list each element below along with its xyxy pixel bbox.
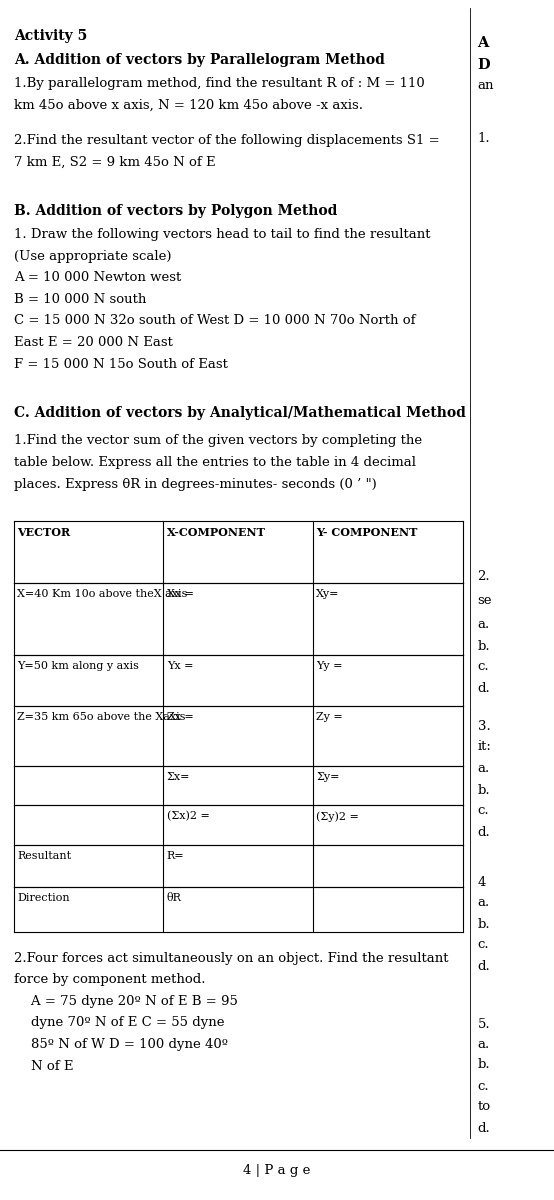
Text: 3.: 3. bbox=[478, 720, 490, 733]
Text: Σx=: Σx= bbox=[167, 772, 190, 781]
Text: Z=35 km 65o above the Xaxis: Z=35 km 65o above the Xaxis bbox=[17, 712, 186, 721]
Text: 1.Find the vector sum of the given vectors by completing the: 1.Find the vector sum of the given vecto… bbox=[14, 434, 422, 448]
Text: A = 10 000 Newton west: A = 10 000 Newton west bbox=[14, 271, 181, 284]
Text: East E = 20 000 N East: East E = 20 000 N East bbox=[14, 336, 173, 349]
Text: b.: b. bbox=[478, 640, 490, 653]
Text: F = 15 000 N 15o South of East: F = 15 000 N 15o South of East bbox=[14, 358, 228, 371]
Text: Resultant: Resultant bbox=[17, 851, 71, 860]
Text: b.: b. bbox=[478, 1058, 490, 1072]
Text: 2.Four forces act simultaneously on an object. Find the resultant: 2.Four forces act simultaneously on an o… bbox=[14, 952, 448, 965]
Text: (Use appropriate scale): (Use appropriate scale) bbox=[14, 250, 171, 263]
Text: 4: 4 bbox=[478, 876, 486, 889]
Text: an: an bbox=[478, 79, 494, 92]
Text: km 45o above x axis, N = 120 km 45o above -x axis.: km 45o above x axis, N = 120 km 45o abov… bbox=[14, 98, 363, 112]
Text: table below. Express all the entries to the table in 4 decimal: table below. Express all the entries to … bbox=[14, 456, 416, 469]
Text: A = 75 dyne 20º N of E B = 95: A = 75 dyne 20º N of E B = 95 bbox=[14, 995, 238, 1008]
Text: Xy=: Xy= bbox=[316, 589, 340, 599]
Text: Direction: Direction bbox=[17, 893, 70, 902]
Text: θR: θR bbox=[167, 893, 182, 902]
Text: 2.Find the resultant vector of the following displacements S1 =: 2.Find the resultant vector of the follo… bbox=[14, 134, 439, 148]
Text: 4 | P a g e: 4 | P a g e bbox=[243, 1164, 311, 1177]
Text: 5.: 5. bbox=[478, 1018, 490, 1031]
Text: Yy =: Yy = bbox=[316, 661, 343, 671]
Text: it:: it: bbox=[478, 740, 491, 754]
Text: c.: c. bbox=[478, 660, 489, 673]
Text: 2.: 2. bbox=[478, 570, 490, 583]
Text: X-COMPONENT: X-COMPONENT bbox=[167, 527, 265, 538]
Text: a.: a. bbox=[478, 618, 490, 631]
Text: d.: d. bbox=[478, 1122, 490, 1135]
Text: 85º N of W D = 100 dyne 40º: 85º N of W D = 100 dyne 40º bbox=[14, 1038, 228, 1051]
Text: Zy =: Zy = bbox=[316, 712, 343, 721]
Text: a.: a. bbox=[478, 896, 490, 910]
Text: dyne 70º N of E C = 55 dyne: dyne 70º N of E C = 55 dyne bbox=[14, 1016, 224, 1030]
Text: c.: c. bbox=[478, 804, 489, 817]
Text: b.: b. bbox=[478, 784, 490, 797]
Text: d.: d. bbox=[478, 682, 490, 695]
Text: a.: a. bbox=[478, 1038, 490, 1051]
Text: c.: c. bbox=[478, 1080, 489, 1093]
Text: Y=50 km along y axis: Y=50 km along y axis bbox=[17, 661, 139, 671]
Text: force by component method.: force by component method. bbox=[14, 973, 206, 986]
Text: C. Addition of vectors by Analytical/Mathematical Method: C. Addition of vectors by Analytical/Mat… bbox=[14, 406, 466, 420]
Text: c.: c. bbox=[478, 938, 489, 952]
Text: Activity 5: Activity 5 bbox=[14, 29, 87, 43]
Text: Yx =: Yx = bbox=[167, 661, 193, 671]
Text: (Σx)2 =: (Σx)2 = bbox=[167, 811, 209, 822]
Text: C = 15 000 N 32o south of West D = 10 000 N 70o North of: C = 15 000 N 32o south of West D = 10 00… bbox=[14, 314, 416, 328]
Text: 1.By parallelogram method, find the resultant R of : M = 110: 1.By parallelogram method, find the resu… bbox=[14, 77, 424, 90]
Text: places. Express θR in degrees-minutes- seconds (0 ’ "): places. Express θR in degrees-minutes- s… bbox=[14, 478, 377, 491]
Text: (Σy)2 =: (Σy)2 = bbox=[316, 811, 359, 822]
Text: Zx =: Zx = bbox=[167, 712, 193, 721]
Text: 7 km E, S2 = 9 km 45o N of E: 7 km E, S2 = 9 km 45o N of E bbox=[14, 156, 216, 169]
Text: d.: d. bbox=[478, 960, 490, 973]
Text: 1.: 1. bbox=[478, 132, 490, 145]
Text: A: A bbox=[478, 36, 489, 50]
Text: A. Addition of vectors by Parallelogram Method: A. Addition of vectors by Parallelogram … bbox=[14, 53, 384, 67]
Text: 1. Draw the following vectors head to tail to find the resultant: 1. Draw the following vectors head to ta… bbox=[14, 228, 430, 241]
Text: B = 10 000 N south: B = 10 000 N south bbox=[14, 293, 146, 306]
Text: D: D bbox=[478, 58, 490, 72]
Text: N of E: N of E bbox=[14, 1060, 73, 1073]
Text: B. Addition of vectors by Polygon Method: B. Addition of vectors by Polygon Method bbox=[14, 204, 337, 218]
Text: b.: b. bbox=[478, 918, 490, 931]
Text: R=: R= bbox=[167, 851, 184, 860]
Text: Σy=: Σy= bbox=[316, 772, 340, 781]
Text: a.: a. bbox=[478, 762, 490, 775]
Text: Y- COMPONENT: Y- COMPONENT bbox=[316, 527, 418, 538]
Text: d.: d. bbox=[478, 826, 490, 839]
Text: X=40 Km 10o above theX axis: X=40 Km 10o above theX axis bbox=[17, 589, 188, 599]
Text: Xx =: Xx = bbox=[167, 589, 194, 599]
Text: VECTOR: VECTOR bbox=[17, 527, 70, 538]
Text: se: se bbox=[478, 594, 492, 607]
Text: to: to bbox=[478, 1100, 491, 1114]
